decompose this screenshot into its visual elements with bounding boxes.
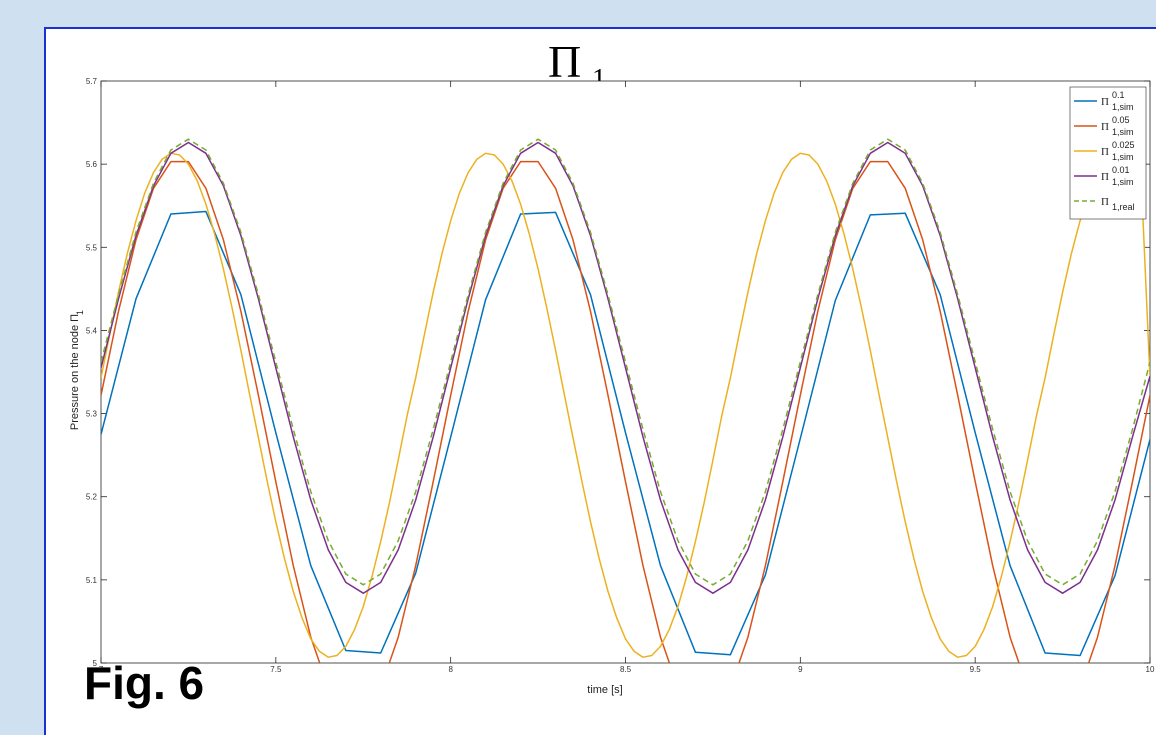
legend-superscript: 0.01 [1112,165,1130,175]
chart-title-text: Π [548,36,581,87]
y-tick-label: 5.1 [86,576,98,585]
legend-superscript: 0.05 [1112,115,1130,125]
legend-subscript: 1,sim [1112,102,1134,112]
series-line-3 [101,152,1150,658]
chart-title: Π 1 [548,36,606,95]
legend-superscript: 0.025 [1112,140,1135,150]
x-tick-label: 7.5 [270,665,282,674]
axis-ticks: 7 7.5 8 8.5 9 9.5 10 5 5.1 5.2 5.3 5.4 5.5 5.6 5.7 [86,77,1155,674]
figure-label: Fig. 6 [84,657,205,709]
x-tick-label: 10 [1146,665,1155,674]
legend-box [1069,86,1147,220]
series-line-5 [101,138,1150,586]
y-tick-label: 5.2 [86,493,98,502]
y-tick-label: 5.4 [86,326,98,335]
legend-label: Π [1101,121,1109,133]
legend-label: Π [1101,196,1109,208]
legend-subscript: 1,real [1112,202,1135,212]
x-tick-label: 8 [448,665,453,674]
legend-subscript: 1,sim [1112,127,1134,137]
legend-subscript: 1,sim [1112,177,1134,187]
series-line-2 [101,160,1150,663]
y-tick-label: 5.6 [86,160,98,169]
x-tick-label: 9.5 [970,665,982,674]
x-axis-label: time [s] [587,684,622,696]
y-tick-label: 5.5 [86,243,98,252]
plot-area [100,80,1151,664]
y-axis-label: Pressure on the node Π [69,314,81,430]
y-tick-label: 5.7 [86,77,98,86]
series-line-4 [101,141,1150,594]
y-axis-label-group: Pressure on the node Π 1 [69,310,85,430]
series-line-1 [101,210,1150,657]
x-tick-label: 8.5 [620,665,632,674]
legend: Π0.11,simΠ0.051,simΠ0.0251,simΠ0.011,sim… [1069,86,1147,220]
x-tick-label: 9 [798,665,803,674]
y-tick-label: 5.3 [86,410,98,419]
legend-label: Π [1101,96,1109,108]
x-tick-label: 7 [99,665,104,674]
legend-label: Π [1101,146,1109,158]
series-lines [101,138,1150,663]
legend-superscript: 0.1 [1112,90,1125,100]
y-axis-label-subscript: 1 [75,310,85,315]
legend-subscript: 1,sim [1112,152,1134,162]
legend-label: Π [1101,171,1109,183]
y-tick-label: 5 [93,659,98,668]
